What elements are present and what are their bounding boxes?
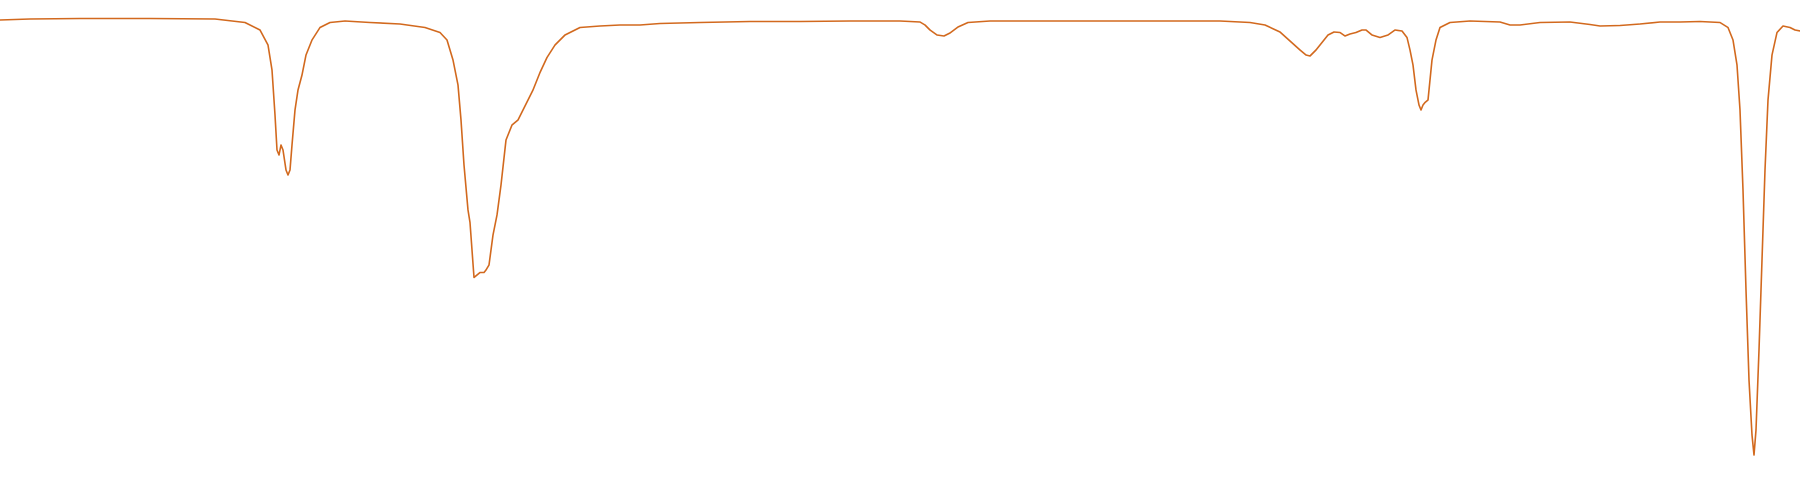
series-line-0 (0, 17, 1800, 456)
